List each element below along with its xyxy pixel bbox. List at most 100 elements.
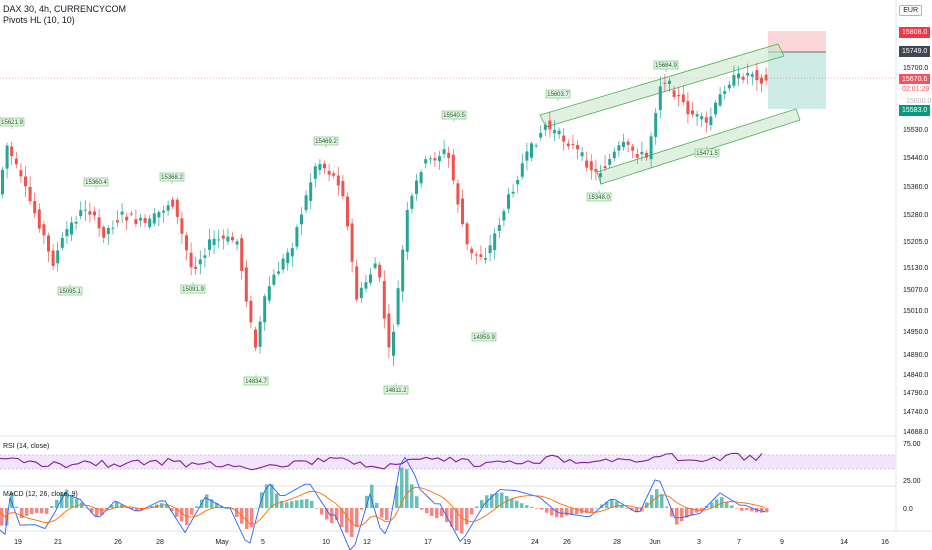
candle-body — [737, 73, 740, 79]
candle-body — [120, 211, 124, 215]
macd-bar — [325, 508, 329, 520]
macd-bar — [190, 508, 194, 515]
svg-text:15621.9: 15621.9 — [1, 120, 23, 126]
price-tick-label: 14840.0 — [903, 372, 928, 379]
candle-body — [493, 233, 497, 251]
currency-button[interactable]: EUR — [899, 5, 922, 16]
candle-body — [336, 175, 340, 186]
candle-body — [323, 163, 326, 169]
macd-bar — [25, 508, 29, 516]
candle-body — [612, 151, 616, 159]
macd-bar — [480, 500, 484, 508]
rsi-line — [0, 452, 763, 471]
macd-bar — [400, 467, 404, 508]
macd-bar — [670, 508, 674, 517]
candle-body — [760, 77, 763, 84]
macd-bar — [665, 506, 669, 508]
candle-body — [654, 113, 658, 137]
macd-bar — [235, 508, 239, 517]
macd-bar — [595, 507, 599, 509]
macd-bar — [175, 508, 179, 517]
candle-body — [327, 170, 331, 175]
macd-bar — [355, 508, 359, 528]
price-tick-label: 15010.0 — [903, 308, 928, 315]
macd-bar — [270, 484, 274, 508]
candle-body — [732, 75, 736, 86]
macd-bar — [475, 506, 479, 508]
svg-text:15360.4: 15360.4 — [85, 180, 107, 186]
macd-bar — [315, 508, 319, 509]
candle-body — [88, 211, 92, 215]
time-tick-label: Jun — [649, 539, 660, 546]
candle-body — [318, 164, 322, 171]
channel-upper[interactable] — [539, 43, 785, 128]
macd-bar — [365, 495, 369, 508]
candle-body — [525, 151, 529, 161]
macd-bar — [265, 484, 269, 508]
macd-bar — [745, 508, 749, 511]
candle-body — [520, 163, 524, 177]
pivot-labels: 15621.9 15360.4 15368.2 15469.2 15540.5 15603… — [0, 60, 720, 395]
macd-bar — [180, 508, 184, 522]
price-tick-label: 15205.0 — [903, 239, 928, 246]
candle-body — [226, 236, 230, 242]
candle-body — [19, 170, 23, 177]
candle-body — [83, 209, 87, 211]
candle-body — [65, 229, 69, 237]
macd-bar — [690, 508, 694, 515]
candle-body — [668, 80, 671, 84]
macd-bar — [625, 508, 629, 509]
macd-bar — [125, 507, 129, 508]
macd-bar — [290, 501, 294, 508]
candle-body — [42, 224, 46, 236]
candle-body — [557, 130, 561, 135]
candle-body — [47, 235, 50, 252]
time-tick-label: 16 — [881, 539, 889, 546]
macd-bar — [585, 508, 589, 514]
pivot-high-label: 15368.2 — [159, 172, 185, 184]
candle-body — [401, 249, 405, 292]
macd-bar — [10, 492, 14, 508]
rsi-band — [0, 455, 896, 469]
candle-body — [585, 160, 589, 168]
candle-body — [106, 228, 110, 235]
candle-body — [286, 252, 290, 264]
candle-body — [507, 194, 510, 209]
macd-bar — [680, 508, 684, 522]
stop-price-tag: 15808.0 — [899, 27, 931, 38]
candle-body — [672, 90, 676, 97]
target-price-tag: 15583.0 — [899, 105, 931, 116]
candle-body — [212, 238, 216, 246]
candle-body — [451, 154, 455, 181]
stop-zone[interactable] — [768, 31, 826, 52]
candle-body — [562, 135, 566, 142]
macd-bar — [75, 498, 79, 508]
candle-body — [240, 238, 244, 271]
macd-bar — [150, 506, 154, 508]
candle-body — [139, 217, 142, 221]
candle-body — [497, 224, 501, 231]
macd-bar — [575, 508, 579, 515]
macd-bar — [205, 494, 209, 508]
entry-price-tag: 15749.0 — [899, 46, 931, 57]
channel-lower[interactable] — [596, 108, 801, 185]
candle-body — [511, 191, 515, 194]
indicator-label: Pivots HL (10, 10) — [3, 15, 75, 25]
macd-bar — [590, 508, 594, 513]
candle-body — [350, 223, 354, 262]
candle-body — [686, 101, 690, 115]
candle-body — [332, 173, 336, 176]
time-tick-label: May — [215, 539, 229, 546]
pivot-high-label: 15684.9 — [653, 60, 679, 72]
macd-bar — [605, 501, 609, 508]
macd-bar — [550, 508, 554, 516]
candle-body — [198, 259, 202, 265]
candle-body — [185, 235, 188, 251]
price-tick-label: 15530.0 — [903, 127, 928, 134]
candle-body — [295, 227, 299, 247]
candle-body — [704, 117, 708, 123]
macd-bar — [615, 501, 619, 508]
target-zone[interactable] — [768, 52, 826, 109]
candle-body — [447, 152, 451, 158]
